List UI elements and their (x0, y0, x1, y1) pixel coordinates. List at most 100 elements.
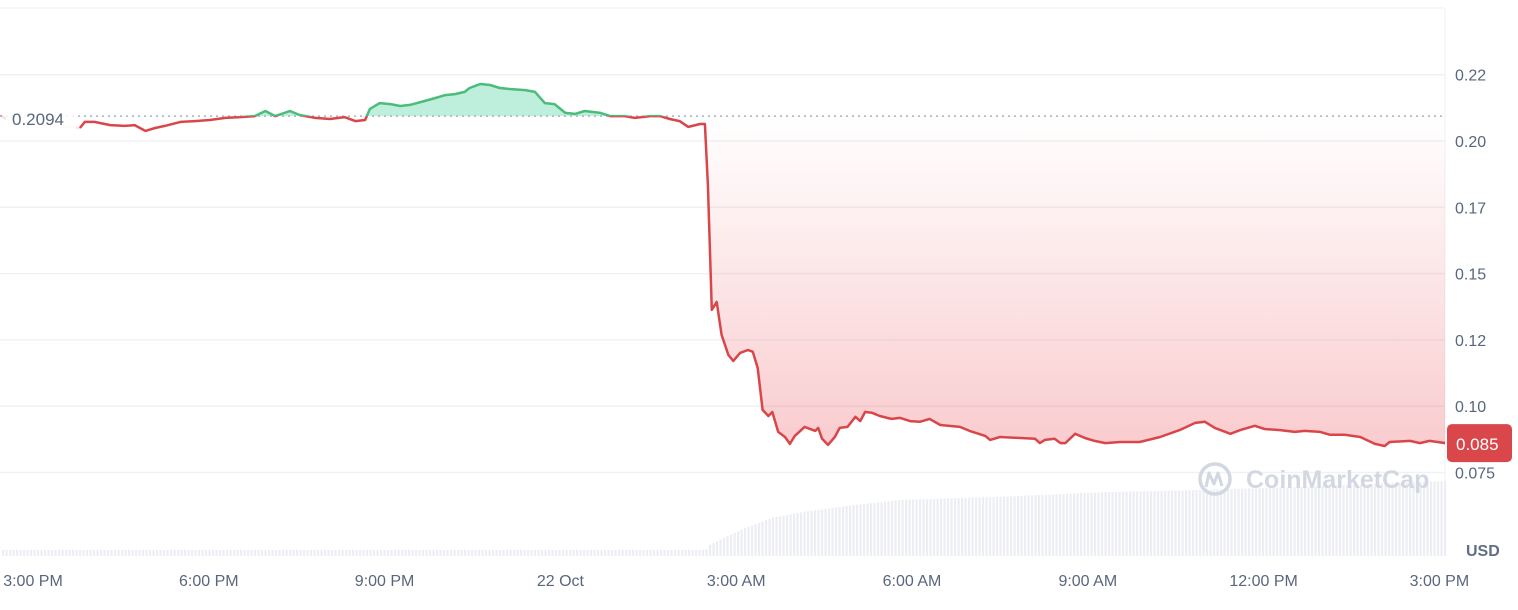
volume-bar (194, 550, 197, 556)
volume-bar (677, 550, 680, 556)
volume-bar (1349, 484, 1352, 556)
volume-bar (523, 550, 526, 556)
volume-bar (660, 550, 663, 556)
volume-bar (23, 550, 26, 556)
volume-bar (439, 550, 442, 556)
volume-bar (957, 498, 960, 556)
volume-bar (72, 550, 75, 556)
volume-bar (681, 550, 684, 556)
volume-bar (75, 550, 78, 556)
volume-bar (1101, 492, 1104, 556)
volume-bar (40, 550, 43, 556)
volume-bar (1003, 496, 1006, 556)
volume-bar (789, 514, 792, 556)
volume-bar (1328, 485, 1331, 556)
baseline-label: 0.2094 (12, 110, 64, 129)
volume-bar (1412, 482, 1415, 556)
x-tick-label: 9:00 PM (355, 573, 415, 590)
current-price-tag-bg (1447, 424, 1512, 463)
volume-bar (1304, 486, 1307, 556)
volume-bar (1290, 487, 1293, 556)
volume-bar (54, 550, 57, 556)
volume-bar (695, 550, 698, 556)
volume-bar (1262, 488, 1265, 556)
volume-bar (271, 550, 274, 556)
volume-bar (940, 498, 943, 556)
volume-bar (187, 550, 190, 556)
volume-bar (450, 550, 453, 556)
volume-bar (1307, 486, 1310, 556)
volume-bar (492, 550, 495, 556)
volume-bar (915, 499, 918, 556)
volume-bar (1010, 496, 1013, 556)
volume-bar (1293, 487, 1296, 556)
volume-bar (817, 509, 820, 556)
x-tick-label: 12:00 PM (1229, 573, 1297, 590)
volume-bar (919, 499, 922, 556)
volume-bar (646, 550, 649, 556)
volume-bar (534, 550, 537, 556)
volume-bar (716, 541, 719, 556)
volume-bar (1181, 490, 1184, 556)
volume-bar (684, 550, 687, 556)
volume-bar (82, 550, 85, 556)
x-tick-label: 9:00 AM (1058, 573, 1117, 590)
volume-bar (1150, 491, 1153, 556)
volume-bar (366, 550, 369, 556)
volume-bar (401, 550, 404, 556)
volume-bar (1367, 484, 1370, 556)
y-tick-label: 0.075 (1455, 466, 1495, 483)
volume-bar (1167, 490, 1170, 556)
volume-bar (663, 550, 666, 556)
volume-bar (89, 550, 92, 556)
volume-bar (2, 550, 5, 556)
volume-bar (618, 550, 621, 556)
volume-bar (1363, 484, 1366, 556)
volume-bar (44, 550, 47, 556)
volume-bar (751, 525, 754, 556)
volume-bar (831, 507, 834, 556)
volume-bar (894, 500, 897, 556)
volume-bar (390, 550, 393, 556)
volume-bar (1209, 489, 1212, 556)
volume-bar (1213, 489, 1216, 556)
volume-bar (611, 550, 614, 556)
volume-bar (1083, 492, 1086, 556)
volume-bar (1430, 481, 1433, 556)
volume-bar (1335, 485, 1338, 556)
volume-bar (1272, 487, 1275, 556)
volume-bar (47, 550, 50, 556)
x-tick-label: 22 Oct (537, 573, 585, 590)
volume-bar (737, 531, 740, 556)
area-below-baseline (79, 116, 1445, 446)
y-tick-label: 0.17 (1455, 200, 1486, 217)
volume-bar (432, 550, 435, 556)
volume-bar (429, 550, 432, 556)
volume-bar (1104, 492, 1107, 556)
volume-bar (1059, 494, 1062, 556)
volume-bar (474, 550, 477, 556)
volume-bar (1178, 490, 1181, 556)
volume-bar (779, 516, 782, 556)
volume-bar (1171, 490, 1174, 556)
volume-bar (338, 550, 341, 556)
volume-bar (922, 499, 925, 556)
volume-bar (226, 550, 229, 556)
volume-bar (1419, 482, 1422, 556)
volume-bar (954, 498, 957, 556)
volume-bar (275, 550, 278, 556)
volume-bar (138, 550, 141, 556)
x-tick-label: 6:00 PM (179, 573, 239, 590)
volume-bar (149, 550, 152, 556)
volume-bar (1234, 488, 1237, 556)
volume-bar (814, 510, 817, 556)
volume-bar (803, 511, 806, 556)
volume-bar (1090, 492, 1093, 556)
volume-bar (348, 550, 351, 556)
y-axis: 0.22 0.20 0.17 0.15 0.12 0.10 0.075 (1455, 68, 1495, 483)
volume-bar (1146, 491, 1149, 556)
volume-bar (292, 550, 295, 556)
volume-bar (1251, 488, 1254, 556)
volume-bar (873, 502, 876, 556)
